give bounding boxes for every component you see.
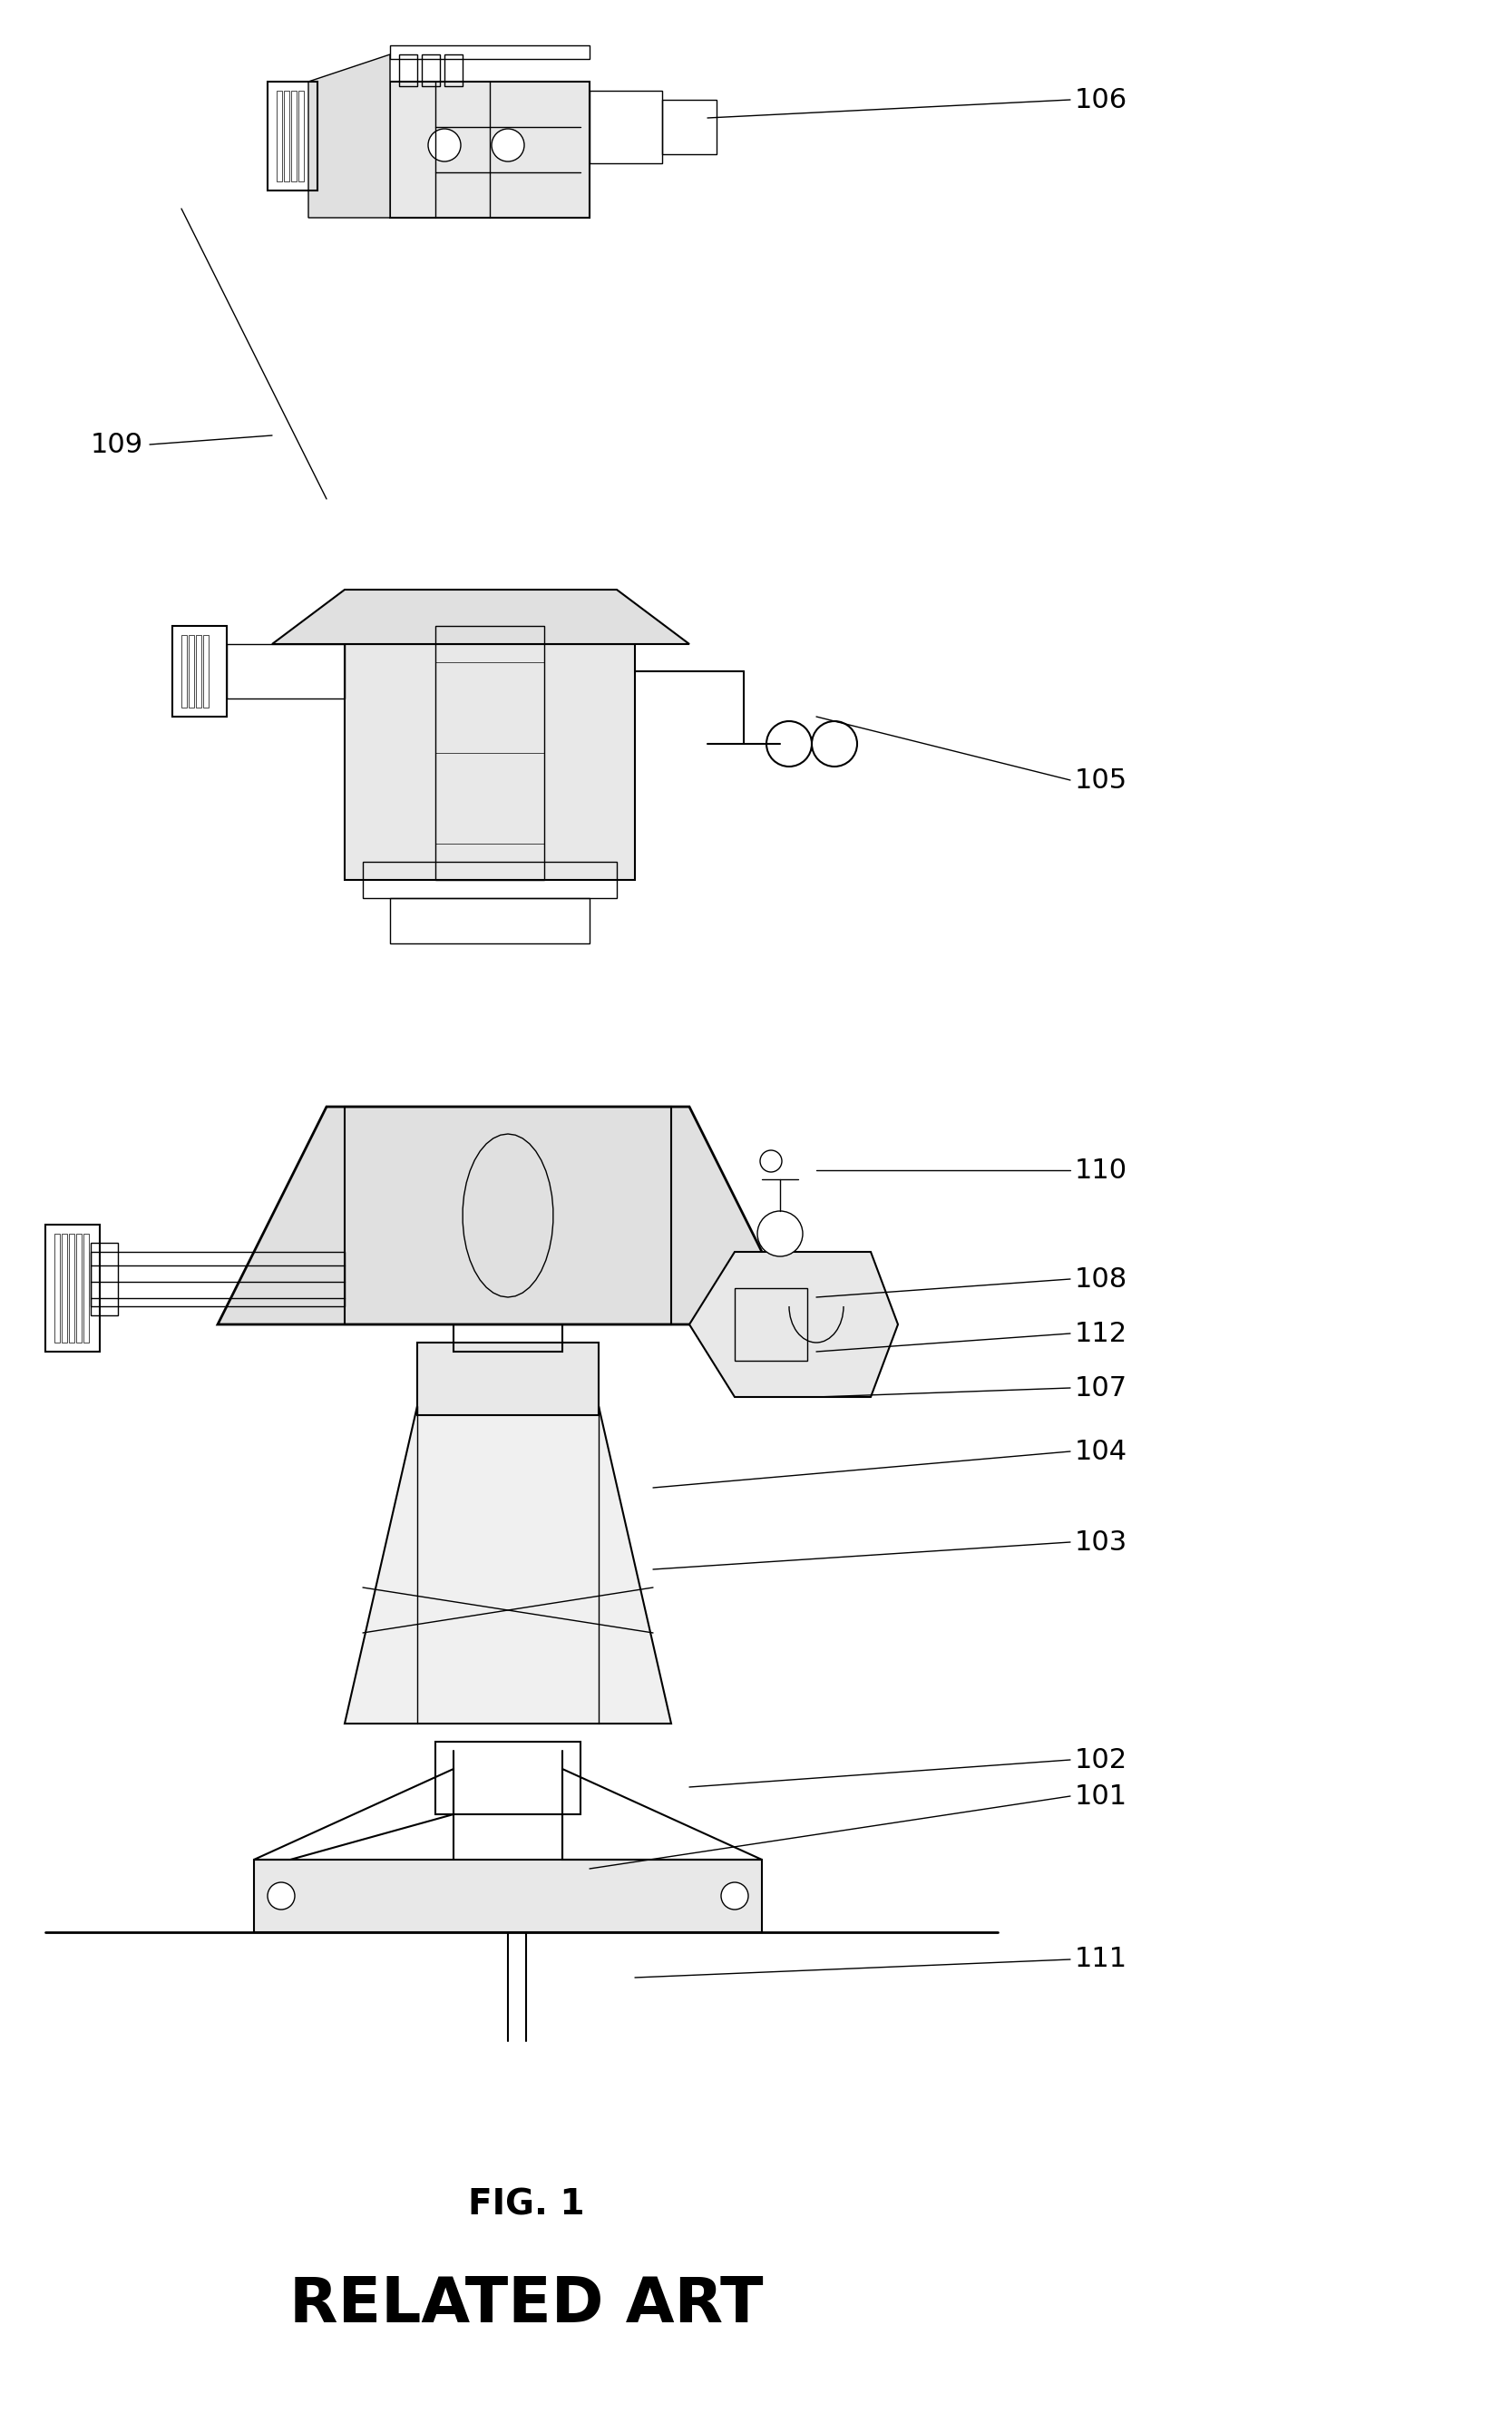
Bar [284,92,289,181]
Circle shape [767,721,812,767]
Bar [227,644,345,697]
Bar [268,82,318,191]
Bar [417,1342,599,1414]
Circle shape [758,1211,803,1257]
Bar [91,1252,345,1305]
Bar [735,1289,807,1361]
Bar [254,1860,762,1933]
Text: 111: 111 [1075,1947,1128,1971]
Bar [390,898,590,943]
Text: 104: 104 [1075,1438,1128,1465]
Text: 110: 110 [1075,1158,1128,1182]
Circle shape [721,1882,748,1909]
Text: RELATED ART: RELATED ART [289,2273,764,2333]
Bar [83,1233,89,1342]
Bar [345,644,635,881]
Bar [45,1226,100,1351]
Bar [662,99,717,154]
Bar [277,92,283,181]
Polygon shape [689,1252,898,1397]
Bar [62,1233,67,1342]
Bar [181,635,187,707]
Text: 107: 107 [1075,1375,1128,1402]
Bar [91,1243,118,1315]
Bar [445,55,463,87]
Circle shape [268,1882,295,1909]
Bar [390,46,590,58]
Bar [292,92,296,181]
Bar [172,625,227,717]
Bar [197,635,201,707]
Bar [399,55,417,87]
Bar [435,1742,581,1815]
Circle shape [761,1151,782,1173]
Polygon shape [218,1108,798,1325]
Bar [590,92,662,164]
Polygon shape [308,55,390,217]
Text: FIG. 1: FIG. 1 [467,2186,584,2222]
Circle shape [428,128,461,162]
Text: 103: 103 [1075,1530,1128,1556]
Text: 102: 102 [1075,1747,1128,1774]
Bar [298,92,304,181]
Bar [70,1233,74,1342]
Text: 109: 109 [91,432,144,458]
Bar [345,1108,671,1325]
Text: 105: 105 [1075,767,1128,794]
Text: 108: 108 [1075,1267,1128,1293]
Bar [454,1305,562,1351]
Circle shape [812,721,857,767]
Polygon shape [272,589,689,644]
Bar [54,1233,60,1342]
Circle shape [491,128,525,162]
Bar [76,1233,82,1342]
Bar [189,635,194,707]
Bar [435,625,544,881]
Text: 112: 112 [1075,1320,1128,1346]
Bar [203,635,209,707]
Bar [422,55,440,87]
Bar [363,861,617,898]
Bar [390,82,590,217]
Text: 101: 101 [1075,1783,1128,1810]
Text: 106: 106 [1075,87,1128,113]
Polygon shape [345,1407,671,1723]
